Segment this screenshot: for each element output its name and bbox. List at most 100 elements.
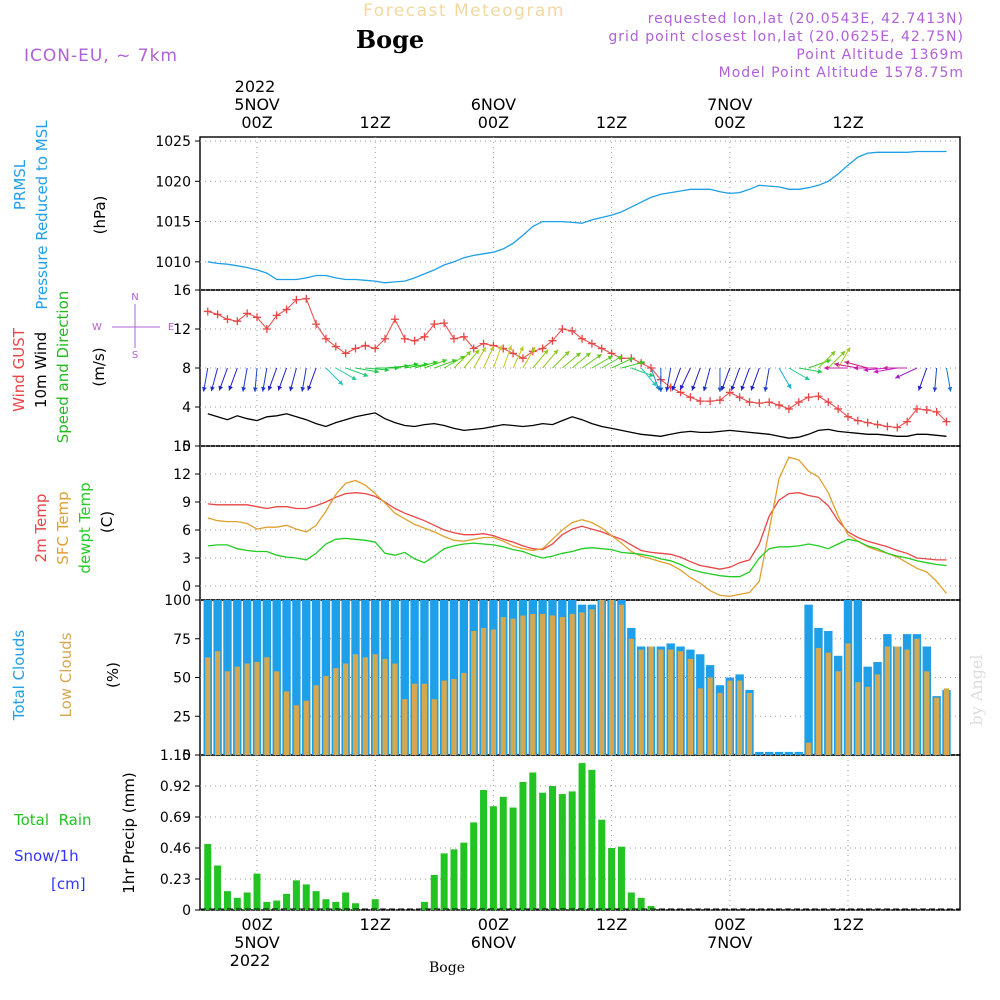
- low-cloud-bar: [215, 651, 221, 755]
- y-tick-label: 75: [173, 632, 191, 648]
- wind-labels: Wind GUST 10m Wind Speed and Direction (…: [10, 291, 174, 444]
- low-cloud-bar: [431, 699, 437, 755]
- low-cloud-bar: [471, 631, 477, 755]
- gust-marker: [844, 412, 852, 421]
- wind-direction-arrow: [228, 367, 238, 391]
- wind-direction-arrow: [261, 367, 268, 392]
- bottom-hour-label: 00Z: [241, 915, 272, 934]
- low-cloud-bar: [943, 688, 950, 755]
- wind-direction-arrow: [252, 367, 258, 392]
- gust-marker: [725, 388, 734, 397]
- wind-10m-label: 10m Wind: [32, 332, 50, 408]
- total-rain-label: Total Rain: [13, 811, 92, 829]
- low-cloud-bar: [894, 646, 900, 755]
- y-tick-label: 9: [182, 495, 191, 511]
- wind-direction-arrow: [740, 367, 750, 391]
- rain-bar: [568, 791, 576, 910]
- wind-direction-arrow: [827, 350, 846, 369]
- y-tick-label: 12: [173, 322, 191, 338]
- low-cloud-bar: [293, 705, 299, 755]
- gust-marker: [331, 342, 340, 351]
- wind-direction-arrow: [591, 355, 613, 369]
- low-clouds-label: Low Clouds: [57, 632, 75, 717]
- snow-label: Snow/1h: [14, 847, 79, 865]
- arrow-head: [530, 347, 535, 353]
- bottom-date-label: 7NOV: [707, 933, 752, 952]
- bottom-hour-label: 00Z: [714, 915, 745, 934]
- arrow-head: [679, 384, 685, 390]
- y-tick-label: 1025: [155, 134, 191, 150]
- rain-bar: [608, 848, 616, 910]
- arrow-head: [252, 387, 258, 392]
- arrow-head: [267, 385, 273, 391]
- rain-bar: [263, 901, 271, 910]
- series-sfc-temp: [207, 456, 948, 597]
- low-cloud-bar: [461, 672, 467, 755]
- low-cloud-bar: [628, 638, 634, 755]
- footer-location: Boge: [429, 960, 465, 976]
- wind-direction-arrow: [818, 350, 836, 369]
- top-hour-label: 12Z: [360, 113, 391, 132]
- wind-direction-arrow: [218, 367, 228, 391]
- wind-direction-arrow: [679, 367, 691, 390]
- arrow-head: [750, 385, 755, 391]
- wind-direction-arrow: [611, 357, 634, 369]
- arrow-head: [786, 383, 792, 389]
- gust-marker: [203, 307, 212, 316]
- rain-bar: [371, 899, 379, 910]
- series-dewpt-temp: [207, 537, 947, 578]
- wind-direction-arrow: [750, 367, 760, 391]
- arrow-head: [459, 356, 465, 361]
- low-cloud-bar: [579, 612, 585, 755]
- low-cloud-bar: [530, 613, 536, 755]
- gust-marker: [213, 310, 222, 319]
- low-cloud-bar: [500, 617, 506, 755]
- rain-bar: [539, 792, 547, 910]
- bottom-date-label: 5NOV: [234, 933, 279, 952]
- gust-marker: [696, 397, 705, 406]
- arrow-head: [740, 385, 746, 391]
- gust-marker: [942, 417, 951, 426]
- gust-marker: [814, 392, 823, 401]
- wind-direction-arrow: [345, 367, 369, 377]
- precip-labels: Total Rain Snow/1h [cm] 1hr Precip (mm): [13, 772, 138, 893]
- header-point-altitude: Point Altitude 1369m: [796, 47, 964, 63]
- arrow-head: [651, 381, 657, 387]
- low-cloud-bar: [352, 654, 359, 755]
- arrow-head: [834, 362, 839, 367]
- wind-direction-arrow: [798, 367, 823, 374]
- wind-direction-arrow: [778, 367, 792, 390]
- low-cloud-bar: [205, 657, 211, 755]
- low-cloud-bar: [362, 657, 368, 755]
- y-tick-label: 100: [164, 593, 191, 609]
- arrow-head: [543, 349, 549, 355]
- panel-1: 0 4 8 12 16: [173, 283, 960, 455]
- arrow-head: [628, 357, 634, 362]
- arrow-head: [826, 359, 832, 364]
- wind-direction-arrow: [932, 367, 938, 392]
- y-tick-label: 1010: [155, 255, 191, 271]
- top-date-label: 7NOV: [707, 95, 752, 114]
- snow-unit-label: [cm]: [51, 875, 86, 893]
- header-product: Forecast Meteogram: [363, 1, 565, 21]
- wind-direction-arrow: [640, 367, 657, 387]
- gust-marker: [479, 339, 488, 348]
- y-tick-label: 16: [173, 283, 191, 299]
- arrow-head: [853, 365, 858, 371]
- arrow-head: [507, 345, 513, 351]
- low-cloud-bar: [707, 677, 713, 755]
- wind-unit: (m/s): [90, 347, 108, 386]
- gust-marker: [587, 339, 596, 348]
- gust-marker: [430, 320, 439, 329]
- rain-bar: [322, 899, 330, 910]
- gust-marker: [706, 397, 715, 406]
- rain-bar: [598, 819, 606, 910]
- gust-marker: [518, 354, 527, 363]
- low-cloud-bar: [697, 688, 703, 755]
- wind-direction-arrow: [717, 368, 723, 392]
- bottom-hour-label: 00Z: [478, 915, 509, 934]
- arrow-head: [863, 367, 869, 373]
- gust-marker: [804, 393, 813, 402]
- gust-marker: [312, 320, 321, 329]
